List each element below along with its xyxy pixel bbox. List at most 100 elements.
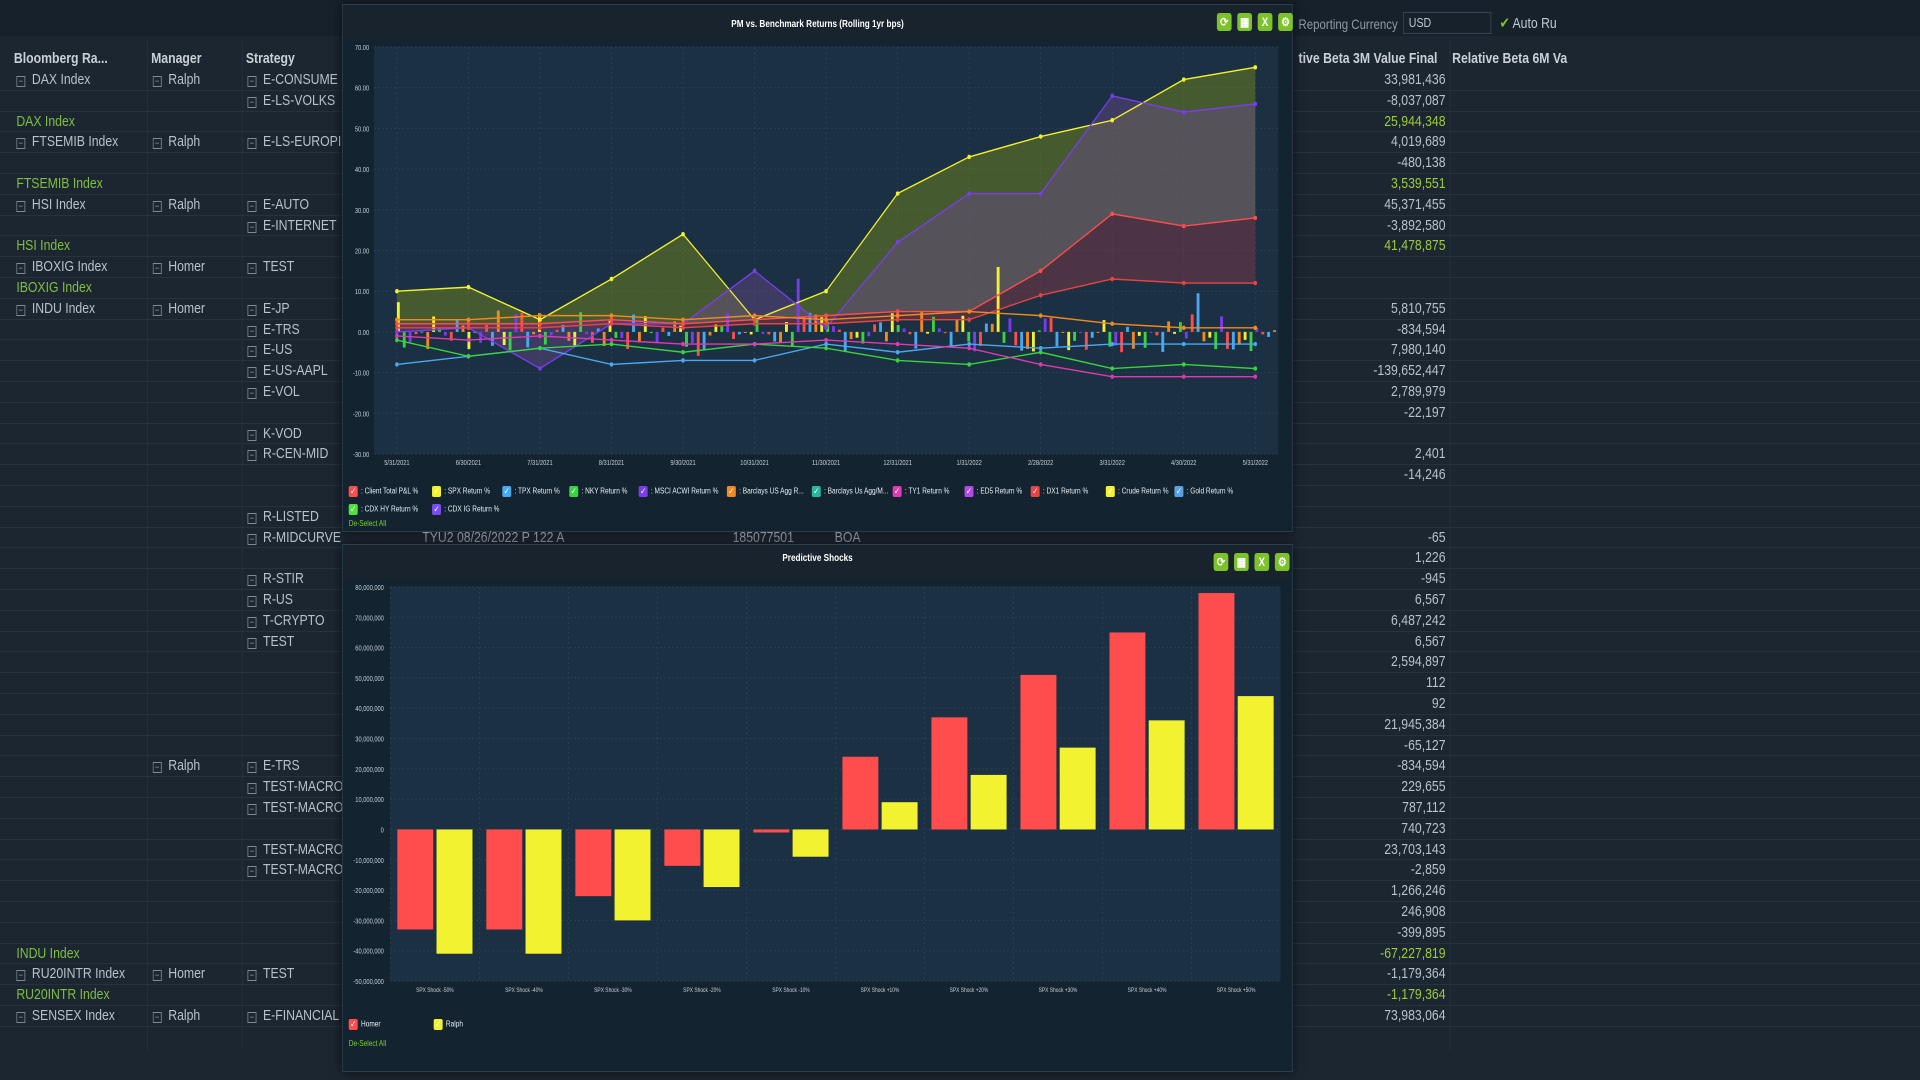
data-point[interactable]: [395, 329, 399, 335]
data-point[interactable]: [466, 354, 471, 359]
data-point[interactable]: [824, 313, 828, 318]
data-point[interactable]: [538, 325, 542, 331]
bloomberg-cell[interactable]: − FTSEMIB Index: [16, 131, 155, 152]
data-point[interactable]: [967, 362, 971, 367]
bar-homer[interactable]: [664, 829, 701, 866]
collapse-icon[interactable]: −: [247, 845, 257, 857]
checkbox-icon[interactable]: ✓: [1105, 486, 1115, 497]
data-point[interactable]: [1253, 366, 1258, 371]
collapse-icon[interactable]: −: [247, 263, 257, 275]
table-icon[interactable]: ▦: [1237, 13, 1253, 31]
data-point[interactable]: [395, 325, 399, 331]
data-point[interactable]: [1038, 191, 1043, 196]
data-point[interactable]: [895, 191, 900, 196]
data-point[interactable]: [1110, 374, 1115, 379]
checkbox-icon[interactable]: ✓: [348, 486, 358, 497]
data-point[interactable]: [681, 317, 685, 322]
legend-item[interactable]: ✓: Barclays Us Agg/M...: [811, 486, 888, 497]
data-point[interactable]: [609, 321, 614, 326]
bar-homer[interactable]: [1020, 674, 1057, 830]
legend-item[interactable]: ✓: TY1 Return %: [892, 486, 949, 497]
excel-icon[interactable]: X: [1257, 13, 1273, 31]
checkbox-icon[interactable]: ✓: [569, 486, 579, 497]
data-point[interactable]: [1253, 215, 1258, 221]
bar-homer[interactable]: [397, 829, 434, 930]
checkbox-icon[interactable]: ✓: [726, 486, 736, 497]
checkbox-icon[interactable]: ✓: [892, 486, 902, 497]
data-point[interactable]: [1038, 350, 1043, 355]
bar-homer[interactable]: [842, 756, 879, 830]
data-point[interactable]: [967, 191, 971, 196]
data-point[interactable]: [1110, 211, 1115, 217]
collapse-icon[interactable]: −: [152, 304, 162, 316]
collapse-icon[interactable]: −: [247, 970, 257, 982]
data-point[interactable]: [1181, 362, 1186, 367]
collapse-icon[interactable]: −: [16, 138, 26, 150]
data-point[interactable]: [395, 362, 399, 367]
collapse-icon[interactable]: −: [247, 450, 257, 462]
data-point[interactable]: [824, 321, 828, 326]
collapse-icon[interactable]: −: [16, 970, 26, 982]
bar-ralph[interactable]: [525, 829, 562, 954]
collapse-icon[interactable]: −: [16, 200, 26, 212]
data-point[interactable]: [466, 325, 471, 331]
bar-homer[interactable]: [931, 717, 968, 830]
collapse-icon[interactable]: −: [247, 804, 257, 815]
reporting-currency-select[interactable]: USD: [1403, 12, 1492, 34]
data-point[interactable]: [895, 309, 900, 314]
data-point[interactable]: [1110, 118, 1115, 123]
collapse-icon[interactable]: −: [247, 200, 257, 212]
data-point[interactable]: [609, 313, 614, 318]
data-point[interactable]: [1253, 374, 1258, 379]
data-point[interactable]: [752, 317, 757, 322]
data-point[interactable]: [967, 154, 971, 160]
data-point[interactable]: [395, 321, 399, 326]
collapse-icon[interactable]: −: [247, 96, 257, 108]
collapse-icon[interactable]: −: [16, 263, 26, 275]
collapse-icon[interactable]: −: [16, 1012, 26, 1023]
deselect-all-link[interactable]: De-Select All: [348, 1039, 387, 1048]
data-point[interactable]: [895, 358, 900, 363]
data-point[interactable]: [895, 313, 900, 318]
data-point[interactable]: [1038, 293, 1043, 298]
bar-homer[interactable]: [575, 829, 612, 897]
collapse-icon[interactable]: −: [247, 138, 257, 150]
collapse-icon[interactable]: −: [247, 346, 257, 358]
data-point[interactable]: [1181, 374, 1186, 379]
checkbox-icon[interactable]: ✓: [638, 486, 648, 497]
data-point[interactable]: [466, 284, 471, 290]
data-point[interactable]: [538, 366, 542, 371]
data-point[interactable]: [752, 268, 757, 274]
data-point[interactable]: [681, 232, 685, 237]
data-point[interactable]: [538, 313, 542, 318]
checkbox-icon[interactable]: ✓: [433, 1019, 443, 1030]
data-point[interactable]: [1253, 101, 1258, 107]
data-point[interactable]: [609, 276, 614, 282]
refresh-icon[interactable]: ⟳: [1216, 13, 1232, 31]
data-point[interactable]: [895, 341, 900, 347]
legend-item[interactable]: ✓: CDX IG Return %: [432, 504, 499, 515]
bar-homer[interactable]: [753, 829, 790, 833]
data-point[interactable]: [466, 317, 471, 322]
bar-ralph[interactable]: [1059, 747, 1096, 830]
bloomberg-cell[interactable]: − INDU Index: [16, 298, 155, 319]
data-point[interactable]: [824, 341, 828, 347]
bloomberg-cell[interactable]: − SENSEX Index: [16, 1005, 155, 1026]
data-point[interactable]: [681, 350, 685, 355]
data-point[interactable]: [609, 341, 614, 347]
data-point[interactable]: [895, 317, 900, 322]
checkbox-icon[interactable]: ✓: [1030, 486, 1040, 497]
bar-homer[interactable]: [1109, 632, 1146, 830]
collapse-icon[interactable]: −: [247, 596, 257, 607]
legend-item[interactable]: ✓: Crude Return %: [1105, 486, 1169, 497]
bloomberg-cell[interactable]: − HSI Index: [16, 194, 155, 215]
bar-ralph[interactable]: [703, 829, 740, 888]
refresh-icon[interactable]: ⟳: [1213, 553, 1229, 571]
legend-item[interactable]: ✓: Gold Return %: [1174, 486, 1233, 497]
data-point[interactable]: [967, 317, 971, 322]
collapse-icon[interactable]: −: [247, 866, 257, 878]
data-point[interactable]: [1038, 313, 1043, 318]
data-point[interactable]: [895, 350, 900, 355]
checkbox-icon[interactable]: ✓: [348, 504, 358, 515]
data-point[interactable]: [466, 321, 471, 326]
